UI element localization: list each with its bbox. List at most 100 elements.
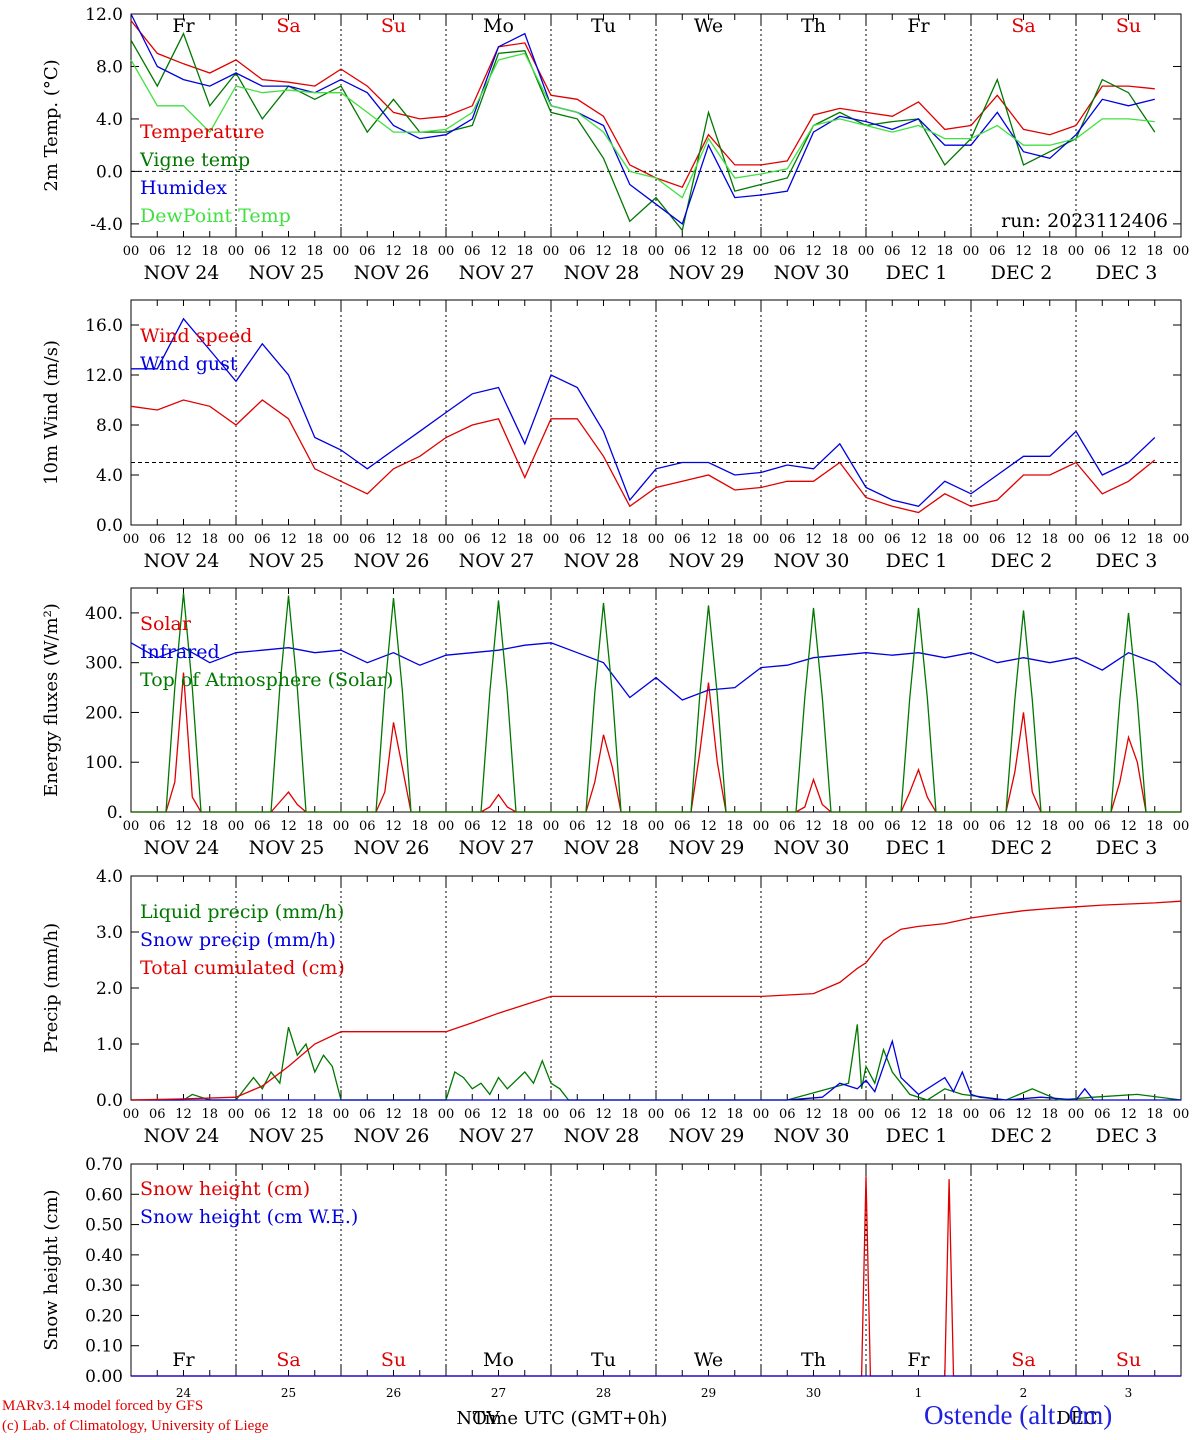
energy-hour-label: 00 (1068, 819, 1085, 834)
energy-hour-label: 18 (621, 819, 638, 834)
wind-hour-label: 00 (858, 532, 875, 547)
temp-date-label: NOV 26 (354, 262, 430, 284)
wind-hour-label: 00 (123, 532, 140, 547)
precip-hour-label: 12 (700, 1107, 717, 1122)
wind-date-label: NOV 28 (564, 550, 640, 572)
wind-hour-label: 06 (1094, 532, 1111, 547)
precip-hour-label: 00 (753, 1107, 770, 1122)
precip-hour-label: 06 (149, 1107, 166, 1122)
temp-hour-label: 12 (1015, 244, 1032, 259)
precip-hour-label: 12 (805, 1107, 822, 1122)
wind-legend-2: Wind gust (140, 353, 238, 375)
wind-hour-label: 18 (306, 532, 323, 547)
temp-legend-4: DewPoint Temp (140, 205, 291, 227)
energy-hour-label: 12 (700, 819, 717, 834)
temp-hour-label: 00 (1068, 244, 1085, 259)
energy-date-label: NOV 29 (669, 837, 745, 859)
temp-hour-label: 00 (123, 244, 140, 259)
energy-ytick-label: 200. (85, 703, 123, 723)
precip-hour-label: 18 (1146, 1107, 1163, 1122)
temp-hour-label: 06 (464, 244, 481, 259)
wind-date-label: NOV 25 (249, 550, 325, 572)
energy-ytick-label: 100. (85, 753, 123, 773)
temp-hour-label: 12 (280, 244, 297, 259)
energy-hour-label: 06 (149, 819, 166, 834)
energy-hour-label: 06 (779, 819, 796, 834)
energy-hour-label: 00 (123, 819, 140, 834)
x-axis-month-label-2: DEC (1056, 1408, 1097, 1429)
precip-hour-label: 00 (648, 1107, 665, 1122)
precip-hour-label: 06 (359, 1107, 376, 1122)
precip-hour-label: 12 (910, 1107, 927, 1122)
energy-hour-label: 12 (805, 819, 822, 834)
temp-hour-label: 06 (674, 244, 691, 259)
snow-day-number: 24 (176, 1386, 192, 1400)
wind-legend-1: Wind speed (140, 325, 252, 347)
precip-hour-label: 18 (726, 1107, 743, 1122)
wind-date-label: NOV 24 (144, 550, 220, 572)
temp-ytick-label: 0.0 (96, 162, 123, 182)
energy-hour-label: 00 (438, 819, 455, 834)
precip-date-label: NOV 27 (459, 1125, 535, 1147)
energy-date-label: NOV 24 (144, 837, 220, 859)
snow-ytick-label: 0.10 (85, 1337, 123, 1357)
wind-date-label: NOV 30 (774, 550, 850, 572)
precip-hour-label: 00 (228, 1107, 245, 1122)
energy-date-label: DEC 1 (886, 837, 948, 859)
energy-hour-label: 18 (306, 819, 323, 834)
temp-hour-label: 18 (411, 244, 428, 259)
energy-hour-label: 18 (936, 819, 953, 834)
energy-hour-label: 18 (201, 819, 218, 834)
temp-hour-label: 00 (648, 244, 665, 259)
precip-ytick-label: 2.0 (96, 979, 123, 999)
wind-ylabel: 10m Wind (m/s) (41, 340, 62, 485)
precip-hour-label: 06 (464, 1107, 481, 1122)
energy-hour-label: 00 (753, 819, 770, 834)
snow-day-name-label: Su (1116, 1349, 1141, 1371)
station-name: Ostende (alt. 0m) (924, 1400, 1113, 1430)
precip-date-label: NOV 28 (564, 1125, 640, 1147)
snow-ytick-label: 0.40 (85, 1246, 123, 1266)
wind-ytick-label: 16.0 (85, 316, 123, 336)
wind-hour-label: 06 (779, 532, 796, 547)
wind-hour-label: 18 (516, 532, 533, 547)
wind-hour-label: 06 (989, 532, 1006, 547)
wind-hour-label: 00 (543, 532, 560, 547)
wind-hour-label: 18 (726, 532, 743, 547)
temp-hour-label: 18 (306, 244, 323, 259)
wind-ytick-label: 8.0 (96, 416, 123, 436)
temp-hour-label: 06 (359, 244, 376, 259)
precip-hour-label: 06 (569, 1107, 586, 1122)
snow-ytick-label: 0.00 (85, 1367, 123, 1387)
wind-hour-label: 06 (464, 532, 481, 547)
precip-hour-label: 18 (306, 1107, 323, 1122)
temp-ytick-label: 4.0 (96, 110, 123, 130)
temp-hour-label: 06 (1094, 244, 1111, 259)
energy-hour-label: 00 (648, 819, 665, 834)
precip-legend-1: Liquid precip (mm/h) (140, 901, 344, 923)
precip-legend-3: Total cumulated (cm) (140, 957, 345, 979)
wind-hour-label: 12 (175, 532, 192, 547)
temp-legend-1: Temperature (140, 121, 264, 143)
energy-hour-label: 18 (411, 819, 428, 834)
precip-date-label: NOV 24 (144, 1125, 220, 1147)
precip-hour-label: 06 (884, 1107, 901, 1122)
precip-hour-label: 18 (1041, 1107, 1058, 1122)
precip-ytick-label: 0.0 (96, 1091, 123, 1111)
temp-run-annotation: run: 2023112406 (1001, 210, 1168, 232)
temp-date-label: NOV 24 (144, 262, 220, 284)
x-axis-title: Time UTC (GMT+0h) (473, 1408, 668, 1429)
energy-hour-label: 06 (464, 819, 481, 834)
energy-date-label: NOV 28 (564, 837, 640, 859)
precip-hour-label: 18 (201, 1107, 218, 1122)
precip-hour-label: 12 (1120, 1107, 1137, 1122)
wind-hour-label: 12 (595, 532, 612, 547)
temp-hour-label: 12 (490, 244, 507, 259)
energy-hour-label: 00 (963, 819, 980, 834)
temp-date-label: NOV 30 (774, 262, 850, 284)
precip-hour-label: 12 (385, 1107, 402, 1122)
temp-ytick-label: 12.0 (85, 5, 123, 25)
wind-hour-label: 18 (936, 532, 953, 547)
wind-hour-label: 18 (1146, 532, 1163, 547)
temp-hour-label: 00 (1173, 244, 1190, 259)
